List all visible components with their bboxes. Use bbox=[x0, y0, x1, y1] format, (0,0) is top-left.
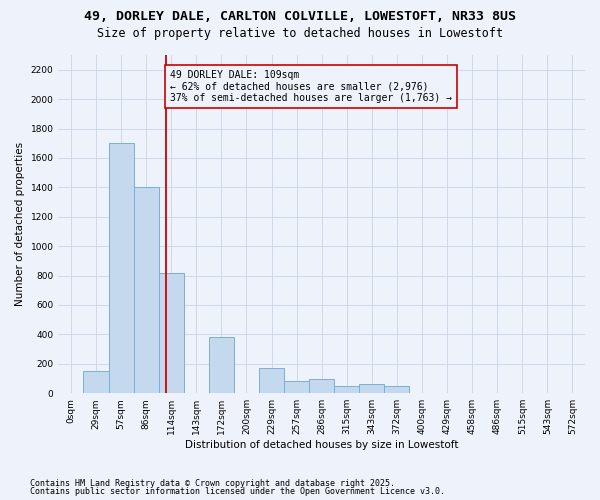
X-axis label: Distribution of detached houses by size in Lowestoft: Distribution of detached houses by size … bbox=[185, 440, 458, 450]
Text: 49, DORLEY DALE, CARLTON COLVILLE, LOWESTOFT, NR33 8US: 49, DORLEY DALE, CARLTON COLVILLE, LOWES… bbox=[84, 10, 516, 23]
Bar bbox=[109, 143, 134, 393]
Text: Size of property relative to detached houses in Lowestoft: Size of property relative to detached ho… bbox=[97, 28, 503, 40]
Bar bbox=[83, 371, 109, 393]
Text: 49 DORLEY DALE: 109sqm
← 62% of detached houses are smaller (2,976)
37% of semi-: 49 DORLEY DALE: 109sqm ← 62% of detached… bbox=[170, 70, 452, 103]
Bar bbox=[209, 338, 234, 393]
Bar bbox=[359, 384, 385, 393]
Bar bbox=[334, 386, 359, 393]
Bar bbox=[284, 382, 309, 393]
Bar bbox=[385, 386, 409, 393]
Bar bbox=[259, 368, 284, 393]
Bar bbox=[309, 378, 334, 393]
Text: Contains HM Land Registry data © Crown copyright and database right 2025.: Contains HM Land Registry data © Crown c… bbox=[30, 478, 395, 488]
Bar bbox=[134, 188, 159, 393]
Y-axis label: Number of detached properties: Number of detached properties bbox=[15, 142, 25, 306]
Text: Contains public sector information licensed under the Open Government Licence v3: Contains public sector information licen… bbox=[30, 487, 445, 496]
Bar bbox=[159, 272, 184, 393]
